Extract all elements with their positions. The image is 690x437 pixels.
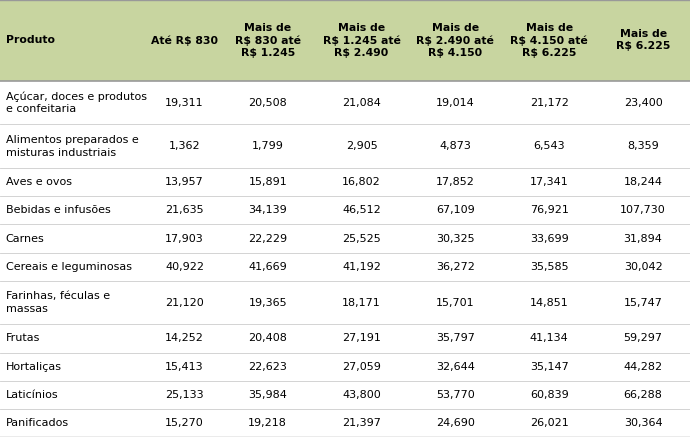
Text: Aves e ovos: Aves e ovos bbox=[6, 177, 72, 187]
Text: 18,244: 18,244 bbox=[624, 177, 662, 187]
Text: 6,543: 6,543 bbox=[533, 141, 565, 151]
Text: 35,984: 35,984 bbox=[248, 390, 287, 400]
Text: 15,891: 15,891 bbox=[248, 177, 287, 187]
Text: 34,139: 34,139 bbox=[248, 205, 287, 215]
Text: 20,408: 20,408 bbox=[248, 333, 287, 343]
Text: 17,903: 17,903 bbox=[165, 233, 204, 243]
Text: 35,585: 35,585 bbox=[530, 262, 569, 272]
Text: 60,839: 60,839 bbox=[530, 390, 569, 400]
Text: 8,359: 8,359 bbox=[627, 141, 659, 151]
Text: 18,171: 18,171 bbox=[342, 298, 381, 308]
Text: Mais de
R$ 4.150 até
R$ 6.225: Mais de R$ 4.150 até R$ 6.225 bbox=[511, 23, 588, 58]
Text: 30,325: 30,325 bbox=[436, 233, 475, 243]
Text: 46,512: 46,512 bbox=[342, 205, 381, 215]
Text: Mais de
R$ 6.225: Mais de R$ 6.225 bbox=[616, 29, 670, 52]
Text: 33,699: 33,699 bbox=[530, 233, 569, 243]
Text: 13,957: 13,957 bbox=[165, 177, 204, 187]
Text: 40,922: 40,922 bbox=[165, 262, 204, 272]
Bar bbox=[0, 409, 690, 437]
Text: 41,134: 41,134 bbox=[530, 333, 569, 343]
Text: 27,059: 27,059 bbox=[342, 361, 381, 371]
Text: 30,364: 30,364 bbox=[624, 418, 662, 428]
Bar bbox=[0, 381, 690, 409]
Text: Frutas: Frutas bbox=[6, 333, 40, 343]
Text: 76,921: 76,921 bbox=[530, 205, 569, 215]
Bar bbox=[0, 324, 690, 353]
Text: 1,362: 1,362 bbox=[169, 141, 200, 151]
Bar bbox=[0, 225, 690, 253]
Text: 27,191: 27,191 bbox=[342, 333, 381, 343]
Text: 22,229: 22,229 bbox=[248, 233, 287, 243]
Bar bbox=[0, 281, 690, 324]
Text: 16,802: 16,802 bbox=[342, 177, 381, 187]
Text: Produto: Produto bbox=[6, 35, 55, 45]
Text: 15,701: 15,701 bbox=[436, 298, 475, 308]
Text: Mais de
R$ 830 até
R$ 1.245: Mais de R$ 830 até R$ 1.245 bbox=[235, 23, 301, 58]
Text: 14,252: 14,252 bbox=[165, 333, 204, 343]
Bar bbox=[0, 353, 690, 381]
Text: 15,413: 15,413 bbox=[166, 361, 204, 371]
Text: 53,770: 53,770 bbox=[436, 390, 475, 400]
Text: 15,747: 15,747 bbox=[624, 298, 662, 308]
Text: Bebidas e infusões: Bebidas e infusões bbox=[6, 205, 110, 215]
Text: 21,084: 21,084 bbox=[342, 97, 381, 108]
Text: Até R$ 830: Até R$ 830 bbox=[151, 35, 218, 46]
Text: 21,397: 21,397 bbox=[342, 418, 381, 428]
Text: 43,800: 43,800 bbox=[342, 390, 381, 400]
Text: 35,147: 35,147 bbox=[530, 361, 569, 371]
Text: 36,272: 36,272 bbox=[436, 262, 475, 272]
Text: 24,690: 24,690 bbox=[436, 418, 475, 428]
Text: Mais de
R$ 1.245 até
R$ 2.490: Mais de R$ 1.245 até R$ 2.490 bbox=[323, 23, 400, 58]
Text: 30,042: 30,042 bbox=[624, 262, 662, 272]
Text: 23,400: 23,400 bbox=[624, 97, 662, 108]
Text: Farinhas, féculas e
massas: Farinhas, féculas e massas bbox=[6, 291, 110, 314]
Text: Hortaliças: Hortaliças bbox=[6, 361, 61, 371]
Text: 32,644: 32,644 bbox=[436, 361, 475, 371]
Text: 107,730: 107,730 bbox=[620, 205, 666, 215]
Text: 17,341: 17,341 bbox=[530, 177, 569, 187]
Text: Panificados: Panificados bbox=[6, 418, 68, 428]
Text: Alimentos preparados e
misturas industriais: Alimentos preparados e misturas industri… bbox=[6, 135, 138, 157]
Text: 26,021: 26,021 bbox=[530, 418, 569, 428]
Text: Mais de
R$ 2.490 até
R$ 4.150: Mais de R$ 2.490 até R$ 4.150 bbox=[417, 23, 494, 58]
Bar bbox=[0, 253, 690, 281]
Text: Açúcar, doces e produtos
e confeitaria: Açúcar, doces e produtos e confeitaria bbox=[6, 91, 146, 114]
Text: 21,635: 21,635 bbox=[166, 205, 204, 215]
Text: Laticínios: Laticínios bbox=[6, 390, 58, 400]
Text: 14,851: 14,851 bbox=[530, 298, 569, 308]
Text: Cereais e leguminosas: Cereais e leguminosas bbox=[6, 262, 132, 272]
Text: 44,282: 44,282 bbox=[624, 361, 662, 371]
Text: 19,311: 19,311 bbox=[166, 97, 204, 108]
Text: 22,623: 22,623 bbox=[248, 361, 287, 371]
Bar bbox=[0, 168, 690, 196]
Bar bbox=[0, 81, 690, 125]
Text: 25,133: 25,133 bbox=[166, 390, 204, 400]
Text: 20,508: 20,508 bbox=[248, 97, 287, 108]
Text: 21,172: 21,172 bbox=[530, 97, 569, 108]
Text: 66,288: 66,288 bbox=[624, 390, 662, 400]
Text: Carnes: Carnes bbox=[6, 233, 44, 243]
Text: 15,270: 15,270 bbox=[165, 418, 204, 428]
Bar bbox=[0, 196, 690, 225]
Bar bbox=[0, 0, 690, 81]
Text: 35,797: 35,797 bbox=[436, 333, 475, 343]
Text: 19,365: 19,365 bbox=[248, 298, 287, 308]
Text: 41,192: 41,192 bbox=[342, 262, 381, 272]
Text: 21,120: 21,120 bbox=[165, 298, 204, 308]
Text: 19,014: 19,014 bbox=[436, 97, 475, 108]
Bar bbox=[0, 125, 690, 168]
Text: 25,525: 25,525 bbox=[342, 233, 381, 243]
Text: 2,905: 2,905 bbox=[346, 141, 377, 151]
Text: 59,297: 59,297 bbox=[624, 333, 662, 343]
Text: 41,669: 41,669 bbox=[248, 262, 287, 272]
Text: 1,799: 1,799 bbox=[252, 141, 284, 151]
Text: 67,109: 67,109 bbox=[436, 205, 475, 215]
Text: 4,873: 4,873 bbox=[440, 141, 471, 151]
Text: 31,894: 31,894 bbox=[624, 233, 662, 243]
Text: 19,218: 19,218 bbox=[248, 418, 287, 428]
Text: 17,852: 17,852 bbox=[436, 177, 475, 187]
